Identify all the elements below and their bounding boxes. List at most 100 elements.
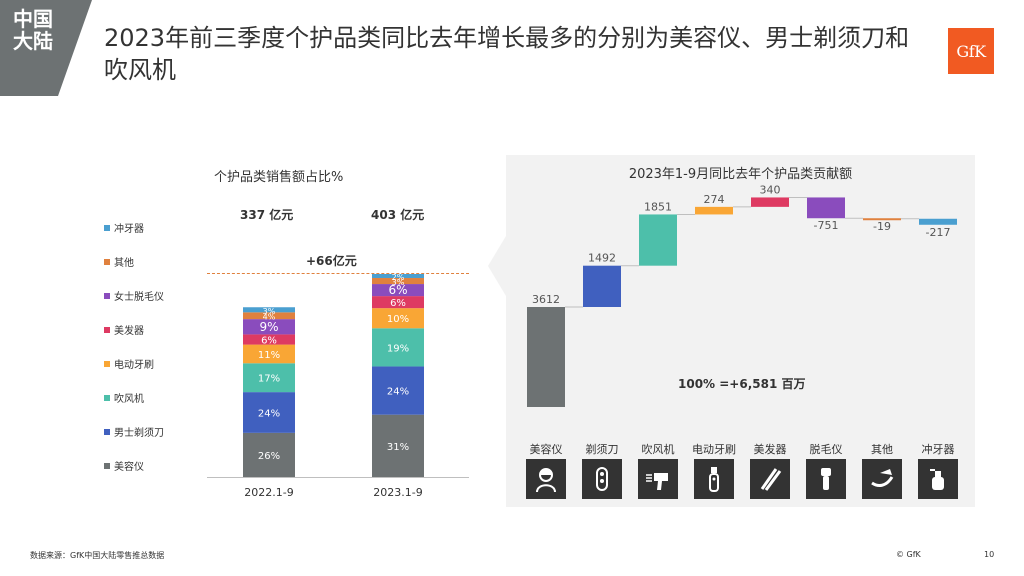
stacked-bar-segment bbox=[243, 363, 295, 393]
stacked-bar-segment bbox=[243, 334, 295, 345]
stacked-bar-segment bbox=[243, 344, 295, 364]
category-name: 冲牙器 bbox=[921, 443, 955, 456]
waterfall-bar bbox=[919, 218, 957, 225]
region-tag: 中国大陆 bbox=[0, 0, 92, 96]
segment-value-label: 19% bbox=[387, 343, 409, 354]
waterfall-bar bbox=[807, 197, 845, 219]
electric-toothbrush-icon bbox=[694, 459, 734, 499]
waterfall-bar bbox=[863, 218, 901, 221]
waterfall-bar bbox=[639, 214, 677, 266]
waterfall-value-label: 3612 bbox=[532, 293, 560, 306]
segment-value-label: 26% bbox=[258, 451, 280, 462]
legend-label: 男士剃须刀 bbox=[114, 428, 164, 439]
segment-value-label: 4% bbox=[263, 313, 276, 322]
category-name: 吹风机 bbox=[641, 443, 675, 456]
stacked-bar-segment bbox=[372, 278, 424, 285]
stacked-bar-segment bbox=[243, 319, 295, 335]
legend-item: 男士剃须刀 bbox=[104, 424, 164, 439]
difference-label: +66亿元 bbox=[306, 254, 357, 268]
segment-value-label: 6% bbox=[261, 335, 277, 346]
x-axis-line bbox=[207, 477, 469, 478]
legend-item: 女士脱毛仪 bbox=[104, 288, 164, 303]
category-name: 电动牙刷 bbox=[692, 443, 736, 456]
stacked-bar-segment bbox=[372, 284, 424, 297]
data-source: 数据来源：GfK中国大陆零售推总数据 bbox=[30, 551, 165, 560]
waterfall-panel: 2023年1-9月同比去年个护品类贡献额 3612 1492 1851 274 340 -… bbox=[506, 155, 975, 507]
legend-label: 美发器 bbox=[114, 326, 144, 337]
legend-label: 美容仪 bbox=[114, 462, 144, 473]
legend-swatch bbox=[104, 394, 110, 401]
waterfall-total-note: 100% =+6,581 百万 bbox=[678, 377, 806, 391]
total-label-2023: 403 亿元 bbox=[371, 208, 425, 222]
waterfall-value-label: -19 bbox=[873, 220, 891, 233]
waterfall-chart: 3612 1492 1851 274 340 -751 -19 -217 bbox=[527, 183, 957, 407]
legend-item: 冲牙器 bbox=[104, 220, 144, 235]
legend-swatch bbox=[104, 360, 110, 367]
segment-value-label: 3% bbox=[392, 278, 405, 287]
legend-label: 电动牙刷 bbox=[114, 360, 154, 371]
legend-item: 美容仪 bbox=[104, 458, 144, 473]
panel-pointer bbox=[488, 236, 506, 296]
segment-value-label: 10% bbox=[387, 314, 409, 325]
legend-label: 其他 bbox=[114, 258, 134, 269]
stacked-bar-segment bbox=[243, 432, 295, 477]
page-title: 2023年前三季度个护品类同比去年增长最多的分别为美容仪、男士剃须刀和吹风机 bbox=[104, 24, 910, 84]
segment-value-label: 31% bbox=[387, 442, 409, 453]
total-reference-line bbox=[207, 273, 469, 274]
waterfall-value-label: 274 bbox=[704, 193, 725, 206]
category-name: 剃须刀 bbox=[585, 443, 619, 456]
shaver-icon bbox=[582, 459, 622, 499]
woman-face-icon bbox=[526, 459, 566, 499]
segment-value-label: 2% bbox=[392, 273, 405, 282]
segment-value-label: 9% bbox=[259, 320, 278, 334]
segment-value-label: 6% bbox=[388, 283, 407, 297]
total-label-2022: 337 亿元 bbox=[240, 208, 294, 222]
waterfall-bar bbox=[751, 197, 789, 207]
waterfall-bar bbox=[527, 307, 565, 407]
legend-swatch bbox=[104, 326, 110, 333]
waterfall-value-label: -217 bbox=[926, 226, 951, 239]
legend-label: 冲牙器 bbox=[114, 224, 144, 235]
legend-label: 女士脱毛仪 bbox=[114, 292, 164, 303]
legend-item: 其他 bbox=[104, 254, 134, 269]
hair-dryer-icon bbox=[638, 459, 678, 499]
stacked-bar-segment bbox=[243, 392, 295, 433]
x-label-2022: 2022.1-9 bbox=[244, 486, 294, 499]
waterfall-bar bbox=[583, 265, 621, 307]
stacked-bar-segment bbox=[243, 312, 295, 320]
waterfall-bar bbox=[695, 206, 733, 215]
legend-label: 吹风机 bbox=[114, 394, 144, 405]
segment-value-label: 24% bbox=[258, 408, 280, 419]
waterfall-value-label: -751 bbox=[814, 219, 839, 232]
other-products-icon bbox=[862, 459, 902, 499]
segment-value-label: 3% bbox=[263, 307, 276, 316]
segment-value-label: 17% bbox=[258, 374, 280, 385]
waterfall-value-label: 1492 bbox=[588, 252, 616, 265]
segment-value-label: 6% bbox=[390, 298, 406, 309]
stacked-bar-segment bbox=[372, 366, 424, 415]
region-tag-label: 中国大陆 bbox=[13, 7, 53, 53]
stacked-bar-segment bbox=[243, 307, 295, 313]
stacked-bar-segment bbox=[372, 328, 424, 367]
region-tag-shape bbox=[0, 0, 92, 96]
x-label-2023: 2023.1-9 bbox=[373, 486, 423, 499]
stacked-bar-segment bbox=[372, 414, 424, 477]
copyright: © GfK bbox=[896, 550, 921, 559]
water-flosser-icon bbox=[918, 459, 958, 499]
legend-swatch bbox=[104, 462, 110, 469]
legend-swatch bbox=[104, 292, 110, 299]
legend-swatch bbox=[104, 258, 110, 265]
page-number: 10 bbox=[984, 550, 995, 559]
hair-straightener-icon bbox=[750, 459, 790, 499]
legend-item: 吹风机 bbox=[104, 390, 144, 405]
legend-item: 电动牙刷 bbox=[104, 356, 154, 371]
legend-item: 美发器 bbox=[104, 322, 144, 337]
waterfall-chart-title: 2023年1-9月同比去年个护品类贡献额 bbox=[628, 167, 853, 182]
stacked-chart-title: 个护品类销售额占比% bbox=[214, 170, 344, 185]
stacked-bar-segment bbox=[372, 308, 424, 329]
legend-swatch bbox=[104, 224, 110, 231]
legend-swatch bbox=[104, 428, 110, 435]
segment-value-label: 11% bbox=[258, 350, 280, 361]
category-name: 其他 bbox=[871, 443, 893, 456]
waterfall-value-label: 340 bbox=[760, 183, 781, 196]
